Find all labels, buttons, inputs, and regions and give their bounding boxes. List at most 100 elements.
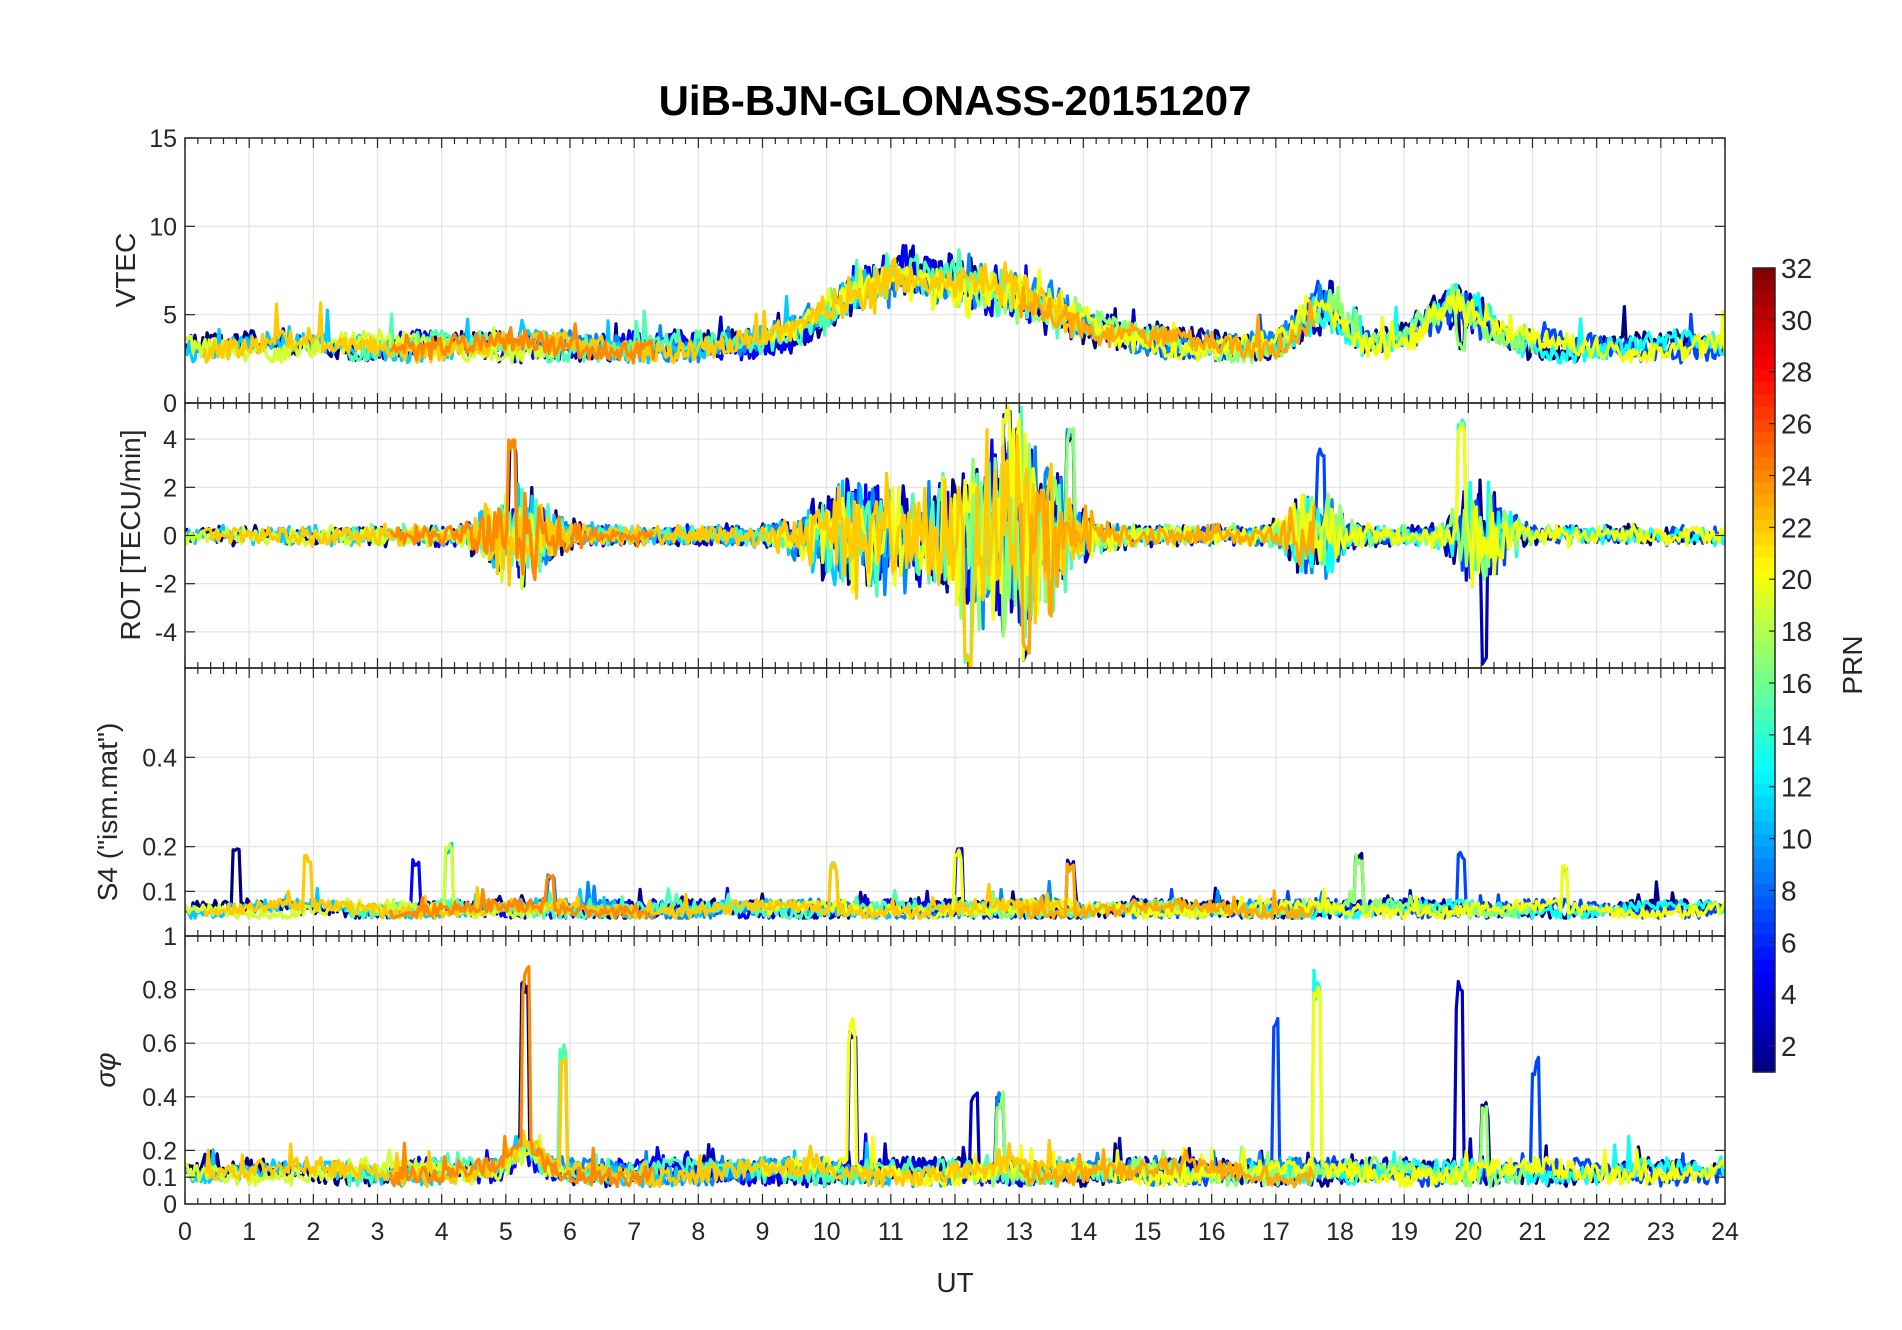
panel-rot-ytick-label: 2 [163,474,177,502]
colorbar-label: PRN [1837,635,1868,694]
x-axis-label: UT [936,1267,973,1298]
colorbar-swatch [1753,318,1775,332]
colorbar-swatch [1753,720,1775,734]
panel-s4-series-prn-23 [1017,862,1316,920]
panel-s4-ytick-label: 0.1 [142,878,177,906]
colorbar-swatch [1753,1034,1775,1048]
x-tick-label: 2 [306,1218,320,1246]
x-tick-label: 10 [813,1218,841,1246]
colorbar-tick-label: 14 [1781,720,1812,751]
x-tick-label: 4 [435,1218,449,1246]
panel-rot-ylabel: ROT [TECU/min] [115,429,146,640]
colorbar-tick-label: 28 [1781,357,1812,388]
colorbar-swatch [1753,795,1775,809]
colorbar-swatch [1753,1059,1775,1073]
panel-sigphi-ytick-label: 0.6 [142,1030,177,1058]
colorbar-swatch [1753,783,1775,797]
x-tick-label: 18 [1326,1218,1354,1246]
colorbar-tick-label: 16 [1781,668,1812,699]
x-tick-label: 20 [1454,1218,1482,1246]
colorbar-swatch [1753,896,1775,910]
panel-vtec-ytick-label: 15 [149,125,177,153]
panel-sigphi-ytick-label: 1 [163,923,177,951]
colorbar-tick-label: 4 [1781,979,1797,1010]
panel-vtec-ytick-label: 5 [163,302,177,330]
colorbar-swatch [1753,808,1775,822]
colorbar-swatch [1753,481,1775,495]
panel-vtec-ytick-label: 0 [163,390,177,418]
colorbar-swatch [1753,921,1775,935]
colorbar-swatch [1753,1046,1775,1061]
colorbar-swatch [1753,280,1775,294]
colorbar-tick-label: 8 [1781,875,1797,906]
panel-sigphi-ytick-label: 0 [163,1191,177,1219]
x-tick-label: 15 [1134,1218,1162,1246]
colorbar-swatch [1753,368,1775,382]
colorbar-swatch [1753,707,1775,721]
panel-rot-series-prn-24 [389,438,655,582]
x-tick-label: 5 [499,1218,513,1246]
x-tick-label: 14 [1069,1218,1097,1246]
panel-sigphi-series-prn-23 [1018,1148,1316,1189]
colorbar-tick-label: 10 [1781,824,1812,855]
x-tick-label: 0 [178,1218,192,1246]
colorbar-tick-label: 24 [1781,460,1812,491]
chart-title: UiB-BJN-GLONASS-20151207 [659,77,1252,124]
colorbar-swatch [1753,268,1775,282]
panel-rot-series-group [185,403,1725,668]
panel-rot-series-prn-20 [761,403,1725,662]
colorbar-swatch [1753,393,1775,407]
x-tick-label: 23 [1647,1218,1675,1246]
colorbar-tick-label: 12 [1781,772,1812,803]
colorbar-swatch [1753,657,1775,671]
colorbar-swatch [1753,443,1775,458]
x-tick-label: 1 [242,1218,256,1246]
colorbar-swatch [1753,456,1775,470]
panel-vtec-series-group [185,244,1725,365]
colorbar-swatch [1753,1009,1775,1023]
x-tick-label: 21 [1519,1218,1547,1246]
colorbar-swatch [1753,820,1775,834]
colorbar-tick-label: 18 [1781,616,1812,647]
colorbar-tick-label: 2 [1781,1031,1797,1062]
panel-sigphi-series-prn-24 [388,964,655,1189]
colorbar-tick-label: 32 [1781,253,1812,284]
x-tick-label: 24 [1711,1218,1739,1246]
colorbar-swatch [1753,569,1775,583]
panel-s4-ytick-label: 0.2 [142,834,177,862]
x-tick-label: 8 [691,1218,705,1246]
panel-s4-ytick-label: 0.4 [142,744,177,772]
panel-s4-series-prn-22 [202,853,1085,920]
colorbar-swatch [1753,607,1775,621]
panel-s4-series-prn-24 [388,873,654,920]
panels-layer: 051015-4-20240.10.20.400.10.20.40.60.810… [142,125,1739,1246]
x-tick-label: 12 [941,1218,969,1246]
colorbar-swatch [1753,506,1775,520]
colorbar-swatch [1753,594,1775,608]
colorbar-swatch [1753,330,1775,344]
panel-vtec-series-prn-22 [202,257,1085,365]
x-tick-label: 9 [756,1218,770,1246]
colorbar-swatch [1753,833,1775,847]
colorbar-swatch [1753,406,1775,420]
colorbar-swatch [1753,519,1775,533]
panel-sigphi-series-prn-3 [671,979,1501,1189]
panel-vtec-ytick-label: 10 [149,213,177,241]
colorbar-swatch [1753,871,1775,885]
x-tick-label: 17 [1262,1218,1290,1246]
colorbar-swatch [1753,984,1775,998]
panel-sigphi-series-prn-22 [203,1057,1085,1189]
panel-sigphi-ytick-label: 0.2 [142,1137,177,1165]
panel-s4-series-group [185,841,1725,920]
panel-sigphi-series-prn-13 [1242,968,1725,1187]
colorbar-swatch [1753,531,1775,545]
panel-sigphi-ylabel: σφ [90,1052,121,1087]
colorbar-swatch [1753,745,1775,759]
x-tick-label: 11 [878,1218,904,1246]
panel-rot-ytick-label: -4 [155,619,177,647]
panel-rot-ytick-label: -2 [155,571,177,599]
colorbar-swatch [1753,293,1775,307]
colorbar-swatch [1753,732,1775,746]
